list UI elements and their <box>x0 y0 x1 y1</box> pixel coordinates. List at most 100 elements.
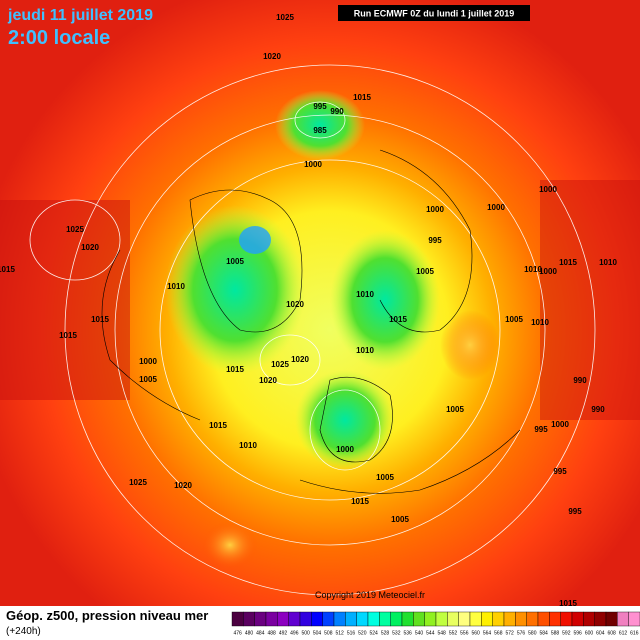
warm-area <box>0 200 130 400</box>
isobar-label: 1025 <box>276 13 294 22</box>
colorbar-swatch <box>628 611 640 627</box>
run-info: Run ECMWF 0Z du lundi 1 juillet 2019 <box>354 8 515 18</box>
colorbar-label: 544 <box>426 630 435 636</box>
colorbar-swatch <box>526 611 539 627</box>
isobar-label: 1015 <box>226 365 244 374</box>
isobar-label: 1010 <box>167 282 185 291</box>
isobar-label: 1015 <box>351 497 369 506</box>
colorbar-label: 560 <box>471 630 480 636</box>
colorbar-swatch <box>345 611 357 627</box>
colorbar-swatch <box>435 611 448 627</box>
isobar-label: 1010 <box>531 318 549 327</box>
isobar-label: 995 <box>534 425 548 434</box>
colorbar-swatch <box>356 611 369 627</box>
isobar-label: 1000 <box>551 420 569 429</box>
colorbar-label: 564 <box>483 630 492 636</box>
isobar-label: 1020 <box>263 52 281 61</box>
date: jeudi 11 juillet 2019 <box>7 7 153 24</box>
low-area <box>295 370 395 470</box>
colorbar-label: 592 <box>562 630 571 636</box>
isobar-label: 1000 <box>539 267 557 276</box>
colorbar-swatch <box>447 611 459 627</box>
colorbar-swatch <box>560 611 573 627</box>
colorbar-label: 508 <box>324 630 333 636</box>
colorbar-label: 528 <box>381 630 390 636</box>
colorbar-swatch <box>605 611 618 627</box>
colorbar-swatch <box>594 611 607 627</box>
isobar-label: 1015 <box>389 315 407 324</box>
isobar-label: 1010 <box>356 346 374 355</box>
colorbar-label: 556 <box>460 630 469 636</box>
colorbar-label: 568 <box>494 630 503 636</box>
colorbar-swatch <box>288 611 301 627</box>
colorbar-label: 600 <box>585 630 594 636</box>
isobar-label: 990 <box>573 376 587 385</box>
colorbar-label: 512 <box>335 630 344 636</box>
colorbar-swatch <box>277 611 289 627</box>
isobar-label: 1020 <box>174 481 192 490</box>
colorbar-label: 516 <box>347 630 356 636</box>
colorbar-label: 480 <box>245 630 254 636</box>
local-time: 2:00 locale <box>8 27 110 49</box>
colorbar-swatch <box>299 611 312 627</box>
colorbar-label: 548 <box>437 630 446 636</box>
colorbar-label: 536 <box>403 630 412 636</box>
isobar-label: 1020 <box>286 300 304 309</box>
colorbar-label: 492 <box>279 630 288 636</box>
colorbar-label: 596 <box>573 630 582 636</box>
colorbar-label: 552 <box>449 630 458 636</box>
copyright: Copyright 2019 Meteociel.fr <box>315 590 425 600</box>
low-area <box>330 230 440 370</box>
colorbar-label: 612 <box>619 630 628 636</box>
colorbar-swatch <box>401 611 414 627</box>
colorbar-label: 584 <box>539 630 548 636</box>
isobar-label: 1025 <box>129 478 147 487</box>
colorbar-swatch <box>492 611 505 627</box>
isobar-label: 1015 <box>559 258 577 267</box>
isobar-label: 1000 <box>426 205 444 214</box>
colorbar-swatch <box>333 611 346 627</box>
colorbar-swatch <box>265 611 278 627</box>
colorbar-swatch <box>390 611 403 627</box>
colorbar-swatch <box>549 611 561 627</box>
isobar-label: 1025 <box>66 225 84 234</box>
isobar-label: 995 <box>568 507 582 516</box>
isobar-label: 1015 <box>0 265 15 274</box>
colorbar-swatch <box>617 611 629 627</box>
colorbar-label: 532 <box>392 630 401 636</box>
isobar-label: 1015 <box>91 315 109 324</box>
colorbar-swatch <box>311 611 323 627</box>
isobar-label: 995 <box>428 236 442 245</box>
colorbar: 476 480 484 488 492 496 500 504 508 512 516 520 524 5… <box>231 611 640 636</box>
run-box <box>338 5 530 21</box>
isobar-label: 1020 <box>259 376 277 385</box>
colorbar-label: 488 <box>267 630 276 636</box>
isobar-label: 990 <box>330 107 344 116</box>
colorbar-swatch <box>231 611 244 627</box>
colorbar-swatch <box>322 611 335 627</box>
colorbar-swatch <box>537 611 550 627</box>
colorbar-label: 504 <box>313 630 322 636</box>
colorbar-swatch <box>503 611 516 627</box>
colorbar-swatch <box>379 611 391 627</box>
isobar-label: 1005 <box>139 375 157 384</box>
colorbar-label: 572 <box>505 630 514 636</box>
isobar-label: 1005 <box>505 315 523 324</box>
isobar-label: 1020 <box>291 355 309 364</box>
isobar-label: 1005 <box>446 405 464 414</box>
colorbar-label: 540 <box>415 630 424 636</box>
colorbar-swatch <box>458 611 471 627</box>
colorbar-swatch <box>254 611 267 627</box>
colorbar-label: 580 <box>528 630 537 636</box>
colorbar-label: 616 <box>630 630 639 636</box>
colorbar-label: 520 <box>358 630 367 636</box>
colorbar-swatch <box>243 611 255 627</box>
isobar-label: 1010 <box>599 258 617 267</box>
isobar-label: 1025 <box>271 360 289 369</box>
footer-title: Géop. z500, pression niveau mer <box>6 608 208 623</box>
isobar-label: 995 <box>553 467 567 476</box>
warm-area <box>540 180 640 420</box>
colorbar-swatch <box>424 611 437 627</box>
coastlines <box>101 149 521 494</box>
